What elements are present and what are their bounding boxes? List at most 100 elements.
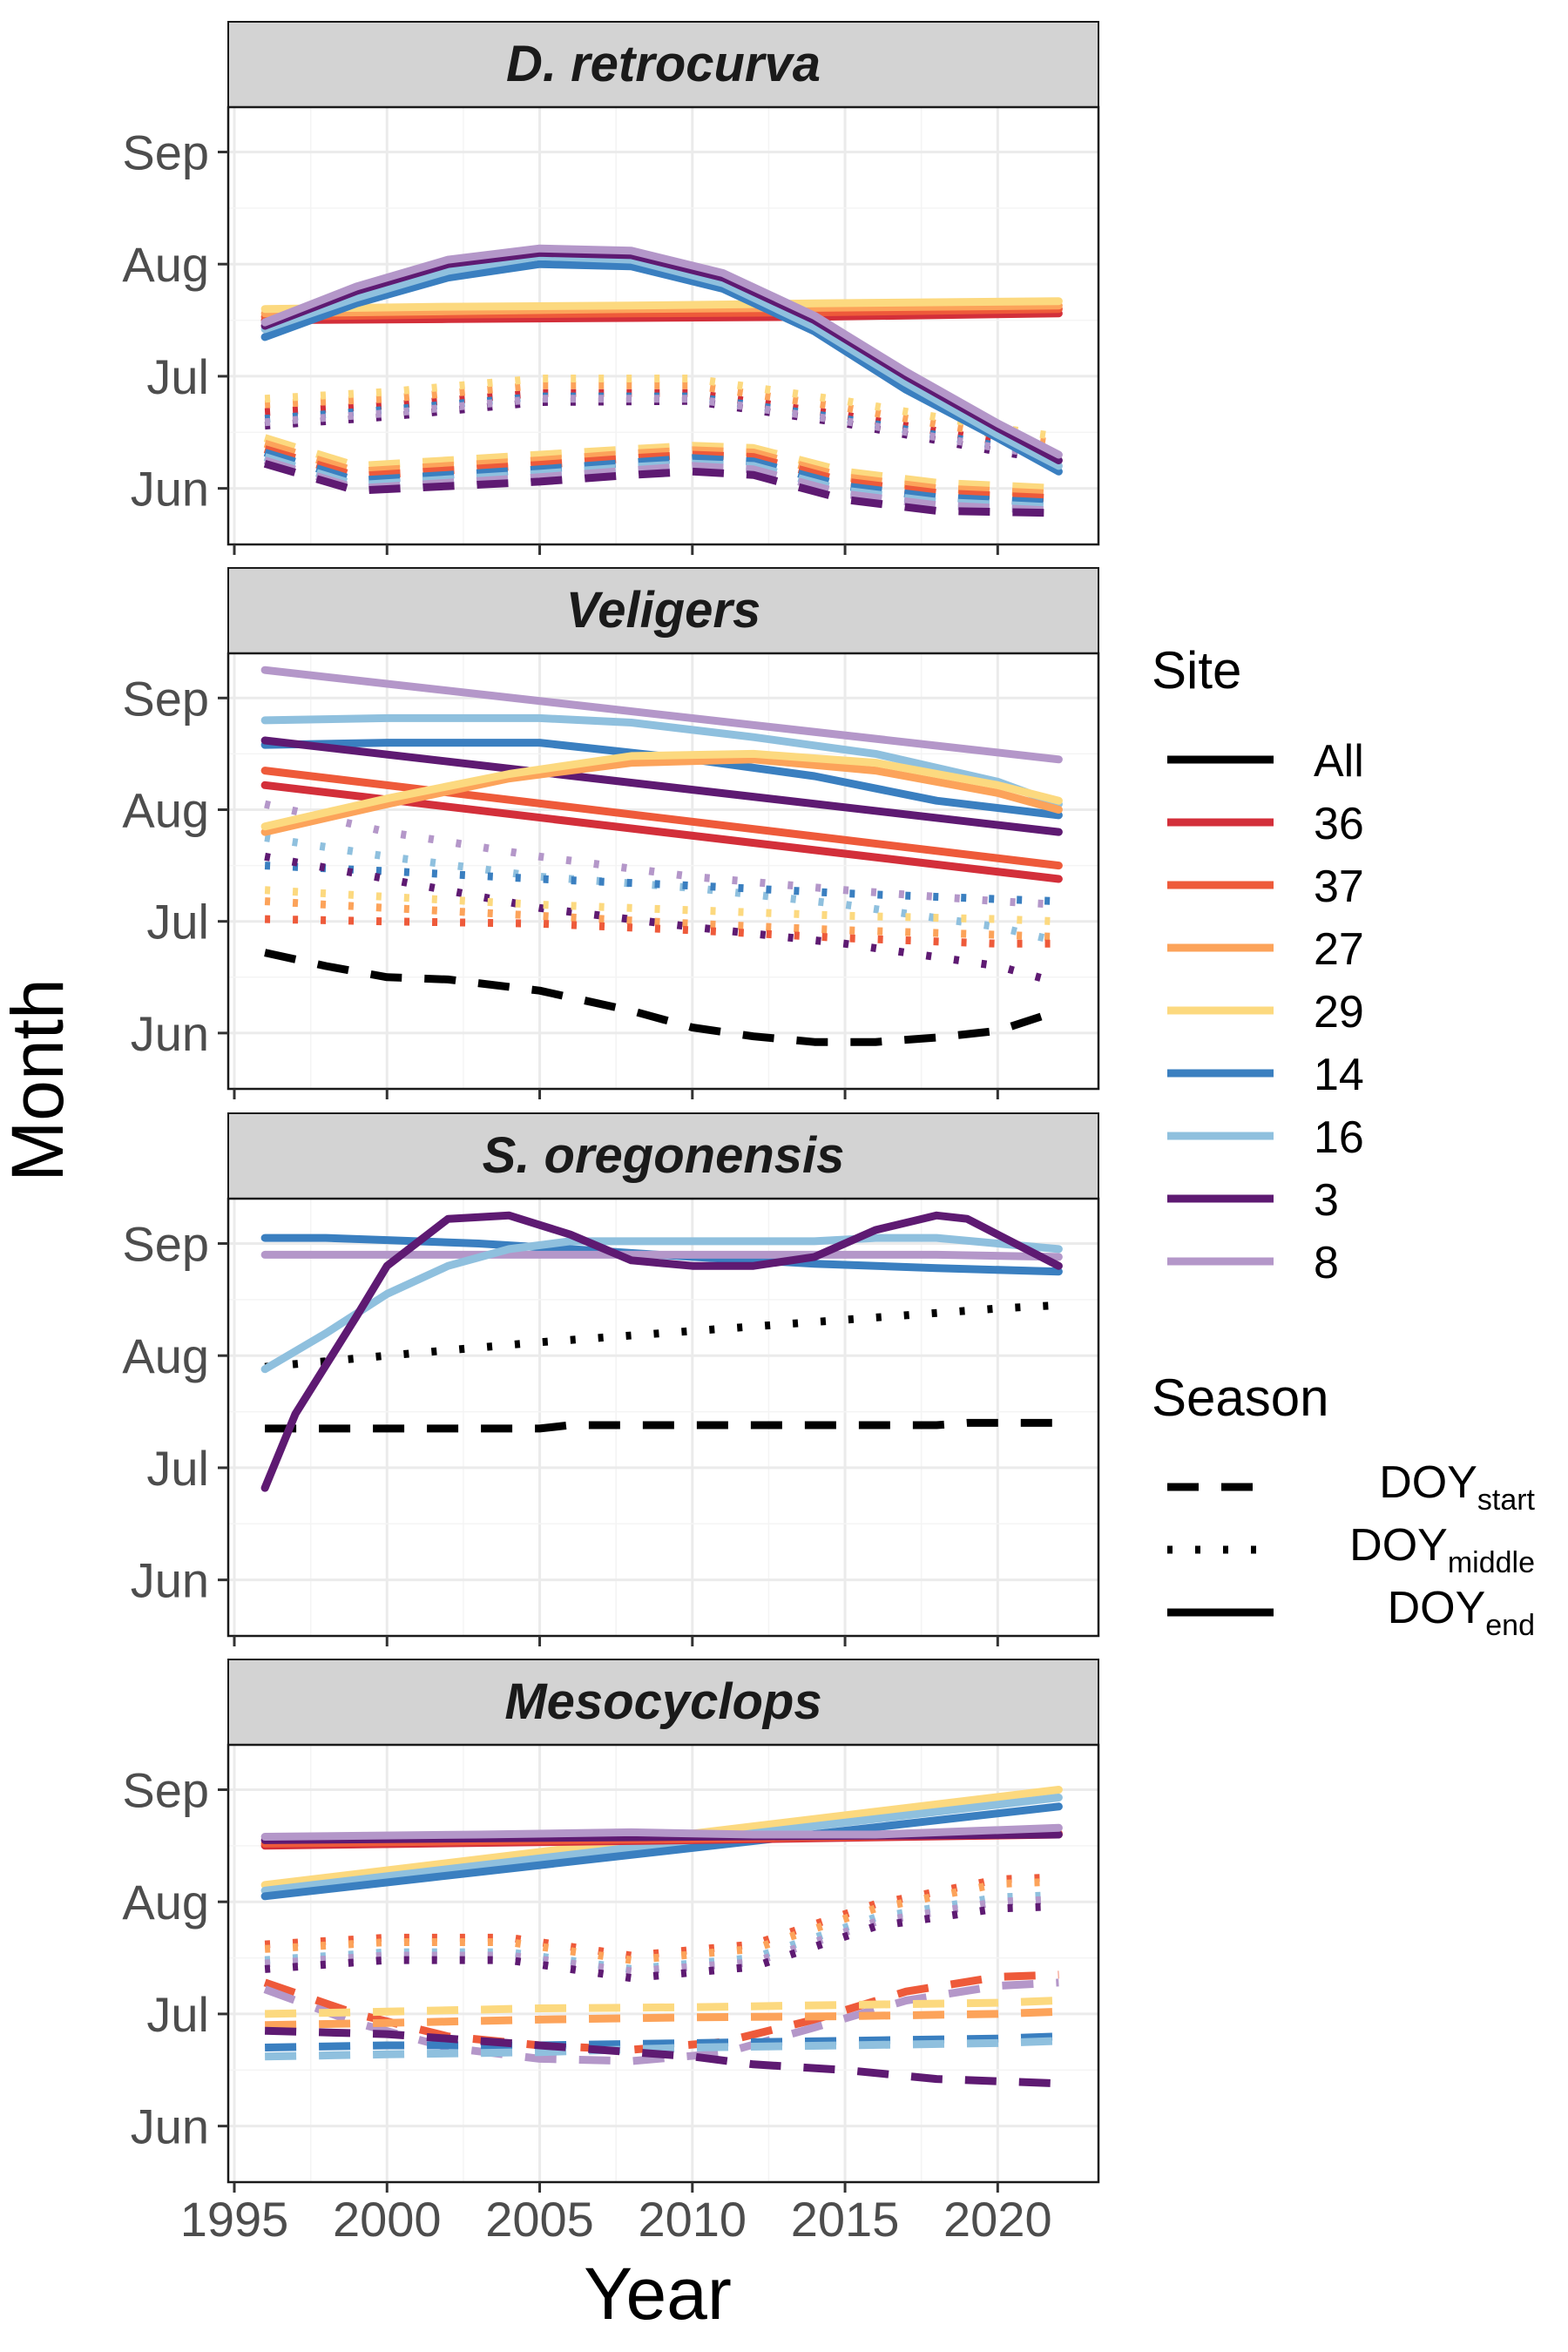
x-ticks: [233, 2182, 999, 2193]
series-line-site-8-end: [260, 1823, 1063, 1841]
panel-strip: [227, 21, 1099, 108]
series-line-site-14-end: [260, 260, 1063, 476]
legend-label: 37: [1314, 862, 1364, 912]
legend-entry-site-29: 29: [1167, 987, 1364, 1037]
panel-border: [226, 105, 1100, 546]
series-line-site-14-end: [260, 1233, 1063, 1276]
x-axis-title: Year: [584, 2253, 732, 2335]
y-tick-label: Jul: [146, 1441, 209, 1496]
series-line-site-8-start: [263, 456, 1059, 515]
legend-entry-season-end: DOYend: [1167, 1583, 1535, 1642]
legend-entry-site-27: 27: [1167, 924, 1364, 975]
legend-label: DOYend: [1388, 1583, 1535, 1642]
series-line-site-14-end: [260, 1802, 1063, 1901]
panel-border: [226, 1197, 1100, 1638]
series-line-site-3-start: [263, 459, 1059, 517]
y-axis-title: Month: [0, 978, 78, 1181]
y-tick-label: Sep: [122, 671, 209, 726]
series-line-site-37-start: [263, 1970, 1059, 2054]
series-line-site-8-end: [260, 1250, 1063, 1261]
legend-entry-season-start: DOYstart: [1167, 1457, 1536, 1517]
y-tick-label: Sep: [122, 125, 209, 179]
series-line-site-27-start: [265, 2007, 1059, 2030]
panels: D. retrocurva Jun Jul Aug Sep Veligers Jun Jul A…: [122, 21, 1100, 2193]
y-tick-label: Jul: [146, 349, 209, 404]
legend-label: DOYmiddle: [1349, 1520, 1535, 1579]
legend-entry-site-8: 8: [1167, 1238, 1339, 1288]
y-tick-label: Jun: [131, 462, 209, 517]
panel-strip: [227, 1659, 1099, 1746]
x-tick-label: 1995: [180, 2192, 289, 2247]
legend-entry-site-16: 16: [1167, 1112, 1364, 1163]
panel-veligers: Veligers Jun Jul Aug Sep: [122, 567, 1100, 1099]
x-ticks: [233, 1089, 999, 1099]
series-line-site-all-start: [264, 949, 1060, 1046]
y-tick-label: Aug: [122, 1875, 209, 1930]
series-line-site-all-start: [265, 1418, 1059, 1433]
x-tick-label: 2010: [639, 2192, 747, 2247]
series-line-site-29-end: [260, 297, 1063, 314]
series-line-site-8-start: [263, 1978, 1059, 2065]
legend-entry-site-all: All: [1167, 736, 1364, 787]
series-line-site-16-end: [260, 252, 1063, 470]
y-axis: Jun Jul Aug Sep: [122, 1216, 228, 1608]
y-tick-label: Jul: [146, 1987, 209, 2042]
y-tick-label: Sep: [122, 1762, 209, 1817]
series-line-site-14-start: [263, 449, 1059, 507]
series-line-site-29-start: [265, 1997, 1059, 2018]
y-axis: Jun Jul Aug Sep: [122, 125, 228, 517]
y-tick-label: Jun: [131, 1006, 209, 1061]
panel-title: D. retrocurva: [506, 36, 821, 92]
legend-label: All: [1314, 736, 1364, 787]
panel-title: S. oregonensis: [483, 1127, 845, 1184]
legend-entry-site-37: 37: [1167, 862, 1364, 912]
legend-label: 16: [1314, 1112, 1364, 1163]
legend-entry-site-36: 36: [1167, 799, 1364, 849]
series-line-site-3-start: [264, 2026, 1059, 2088]
panel-d-retrocurva: D. retrocurva Jun Jul Aug Sep: [122, 21, 1100, 555]
y-tick-label: Sep: [122, 1216, 209, 1271]
legend-label: 27: [1314, 924, 1364, 975]
x-ticks: [233, 544, 999, 555]
x-axis: 1995 2000 2005 2010 2015 2020: [180, 2192, 1052, 2247]
panel-title: Mesocyclops: [504, 1673, 821, 1730]
x-ticks: [233, 1636, 999, 1646]
legend-label: 14: [1314, 1050, 1364, 1100]
legend-label: DOYstart: [1379, 1457, 1535, 1517]
series-line-site-29-end: [260, 749, 1063, 831]
series-lines: [260, 1786, 1063, 2088]
legend-entry-site-14: 14: [1167, 1050, 1364, 1100]
series-line-site-14-start: [265, 2032, 1059, 2051]
legend-site-title: Site: [1152, 641, 1241, 700]
legend-label: 3: [1314, 1175, 1339, 1226]
series-line-site-36-end: [260, 309, 1063, 325]
panel-border: [226, 652, 1100, 1091]
y-tick-label: Aug: [122, 782, 209, 837]
legend-label: 36: [1314, 799, 1364, 849]
x-tick-label: 2005: [485, 2192, 594, 2247]
legend-entry-site-3: 3: [1167, 1175, 1339, 1226]
series-line-site-27-middle: [264, 1877, 1059, 1964]
series-line-site-37-middle: [264, 1873, 1059, 1960]
panel-strip: [227, 567, 1099, 654]
panel-s-oregonensis: S. oregonensis Jun Jul Aug Sep: [122, 1112, 1100, 1646]
series-line-site-3-end: [260, 736, 1063, 836]
series-line-site-3-end: [260, 1211, 1063, 1492]
y-tick-label: Jun: [131, 1553, 209, 1608]
series-lines: [260, 666, 1063, 1046]
x-tick-label: 2015: [791, 2192, 900, 2247]
series-line-site-8-end: [260, 666, 1063, 764]
series-line-site-16-start: [265, 2037, 1059, 2061]
x-tick-label: 2000: [333, 2192, 442, 2247]
series-line-site-3-middle: [264, 1902, 1059, 1983]
series-line-site-37-end: [260, 767, 1063, 870]
series-line-site-29-start: [263, 434, 1059, 493]
series-line-site-8-middle: [264, 1896, 1059, 1976]
legend-entry-season-middle: DOYmiddle: [1167, 1520, 1535, 1579]
y-tick-label: Aug: [122, 1328, 209, 1383]
x-tick-label: 2020: [943, 2192, 1052, 2247]
panel-strip: [227, 1112, 1099, 1200]
